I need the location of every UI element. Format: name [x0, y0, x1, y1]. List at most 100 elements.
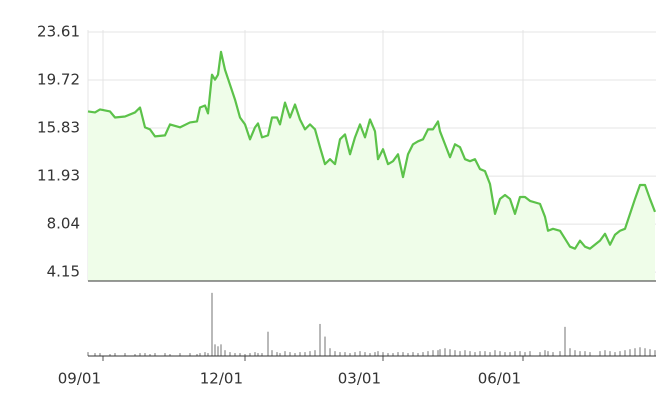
- volume-bar: [324, 336, 326, 356]
- price-area: [88, 51, 655, 282]
- volume-bar: [407, 353, 409, 356]
- volume-bar: [179, 353, 181, 356]
- volume-bar: [539, 352, 541, 356]
- volume-bar: [309, 351, 311, 356]
- volume-bar: [574, 350, 576, 356]
- volume-bar: [334, 351, 336, 356]
- volume-bar: [354, 352, 356, 356]
- volume-bar: [217, 346, 219, 356]
- volume-bar: [629, 349, 631, 356]
- volume-bar: [124, 353, 126, 356]
- volume-bar: [249, 353, 251, 356]
- volume-bar: [459, 351, 461, 356]
- volume-bar: [494, 350, 496, 356]
- volume-bar: [649, 349, 651, 356]
- y-tick-label: 11.93: [37, 167, 80, 185]
- volume-bar: [437, 350, 439, 356]
- volume-bar: [271, 350, 273, 356]
- volume-bar: [349, 353, 351, 356]
- volume-bar: [639, 347, 641, 356]
- volume-bar: [449, 349, 451, 356]
- volume-bar: [387, 353, 389, 356]
- volume-bar: [439, 349, 441, 356]
- volume-bar: [257, 353, 259, 356]
- volume-bar: [229, 352, 231, 356]
- volume-bar: [544, 350, 546, 356]
- volume-bar: [504, 352, 506, 356]
- volume-bar: [377, 351, 379, 356]
- volume-bar: [339, 352, 341, 356]
- volume-bar: [464, 350, 466, 356]
- volume-bar: [559, 351, 561, 356]
- volume-bar: [402, 352, 404, 356]
- volume-bar: [499, 351, 501, 356]
- volume-bar: [619, 351, 621, 356]
- y-tick-label: 19.72: [37, 70, 80, 88]
- volume-bar: [382, 352, 384, 356]
- volume-bar: [422, 352, 424, 356]
- volume-bar: [139, 353, 141, 356]
- volume-bar: [299, 352, 301, 356]
- volume-bar: [294, 353, 296, 356]
- volume-bar: [99, 353, 101, 356]
- volume-bar: [634, 348, 636, 356]
- volume-bar: [479, 351, 481, 356]
- volume-bar: [239, 353, 241, 356]
- volume-bar: [604, 350, 606, 356]
- volume-bar: [509, 352, 511, 356]
- volume-bar: [392, 353, 394, 356]
- volume-bar: [244, 354, 246, 356]
- volume-bar: [454, 350, 456, 356]
- volume-bar: [224, 350, 226, 356]
- volume-bar: [169, 354, 171, 356]
- y-tick-label: 8.04: [47, 215, 80, 233]
- volume-bar: [579, 351, 581, 356]
- volume-bar: [289, 352, 291, 356]
- y-tick-label: 15.83: [37, 118, 80, 136]
- x-tick-label: 06/01: [478, 370, 521, 388]
- volume-bar: [584, 351, 586, 356]
- volume-bar: [109, 354, 111, 356]
- volume-bar: [329, 348, 331, 356]
- volume-bar: [552, 352, 554, 356]
- volume-bar: [199, 353, 201, 356]
- volume-bar: [654, 350, 656, 356]
- volume-bar: [547, 351, 549, 356]
- volume-bar: [397, 352, 399, 356]
- volume-bar: [359, 351, 361, 356]
- volume-bar: [474, 352, 476, 356]
- volume-bar: [614, 352, 616, 356]
- volume-bar: [344, 352, 346, 356]
- volume-bar: [134, 354, 136, 356]
- volume-bar: [267, 331, 269, 356]
- volume-bar: [276, 352, 278, 356]
- volume-bar: [564, 326, 566, 356]
- volume-bar: [234, 353, 236, 356]
- volume-bar: [164, 353, 166, 356]
- volume-bar: [484, 351, 486, 356]
- volume-bar: [469, 351, 471, 356]
- volume-bar: [94, 353, 96, 356]
- volume-bar: [114, 353, 116, 356]
- volume-bar: [427, 351, 429, 356]
- volume-bar: [569, 348, 571, 356]
- volume-bar: [196, 354, 198, 356]
- volume-bar: [589, 352, 591, 356]
- volume-bar: [220, 344, 222, 356]
- volume-bar: [412, 352, 414, 356]
- volume-bar: [417, 353, 419, 356]
- volume-bar: [314, 350, 316, 356]
- y-tick-label: 23.61: [37, 22, 80, 40]
- volume-bar: [529, 351, 531, 356]
- volume-bar: [189, 353, 191, 356]
- volume-bar: [211, 292, 213, 356]
- volume-bar: [319, 323, 321, 356]
- volume-bar: [489, 352, 491, 356]
- volume-bar: [204, 352, 206, 356]
- volume-bar: [444, 348, 446, 356]
- volume-bar: [374, 352, 376, 356]
- volume-bar: [154, 353, 156, 356]
- x-tick-label: 03/01: [338, 370, 381, 388]
- y-tick-label: 4.15: [47, 263, 80, 281]
- volume-bar: [599, 351, 601, 356]
